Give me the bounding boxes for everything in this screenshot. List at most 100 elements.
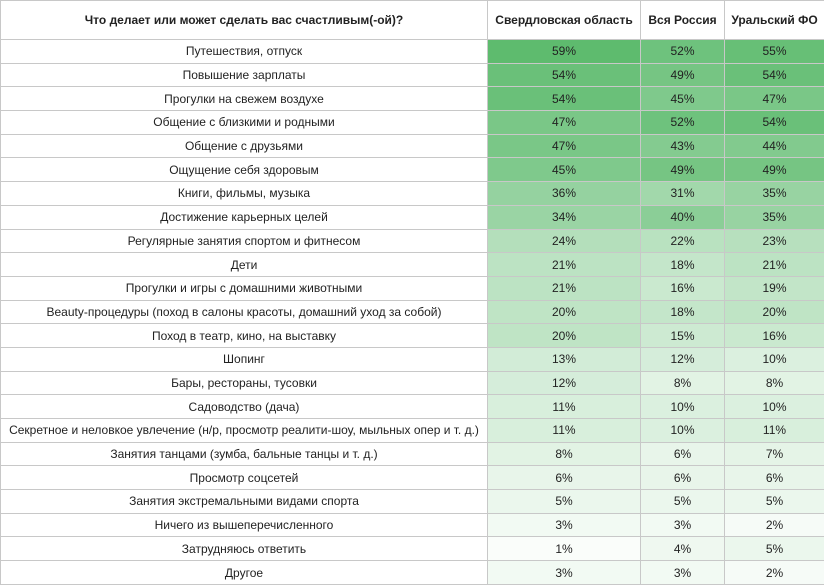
value-cell-sverdlovsk: 34%	[487, 204, 641, 230]
row-label: Дети	[0, 252, 488, 277]
value-cell-ural: 35%	[724, 181, 824, 206]
row-label: Путешествия, отпуск	[0, 39, 488, 64]
row-label: Регулярные занятия спортом и фитнесом	[0, 228, 488, 254]
value-cell-sverdlovsk: 59%	[487, 39, 641, 64]
table-row: Beauty-процедуры (поход в салоны красоты…	[0, 299, 824, 325]
row-label: Затрудняюсь ответить	[0, 536, 488, 562]
table-row: Прогулки на свежем воздухе 54% 45% 47%	[0, 86, 824, 112]
table-body: Путешествия, отпуск 59% 52% 55% Повышение за…	[0, 39, 824, 585]
value-cell-ural: 54%	[724, 62, 824, 88]
value-cell-sverdlovsk: 36%	[487, 181, 641, 206]
value-cell-sverdlovsk: 3%	[487, 512, 641, 538]
table-row: Просмотр соцсетей 6% 6% 6%	[0, 465, 824, 491]
value-cell-russia: 22%	[640, 228, 725, 254]
value-cell-russia: 18%	[640, 252, 725, 277]
table-row: Секретное и неловкое увлечение (н/р, про…	[0, 418, 824, 443]
value-cell-sverdlovsk: 11%	[487, 418, 641, 443]
row-label: Садоводство (дача)	[0, 394, 488, 419]
value-cell-russia: 15%	[640, 323, 725, 348]
row-label: Бары, рестораны, тусовки	[0, 370, 488, 396]
column-header-ural: Уральский ФО	[724, 0, 824, 40]
table-row: Затрудняюсь ответить 1% 4% 5%	[0, 536, 824, 562]
value-cell-ural: 10%	[724, 394, 824, 419]
value-cell-ural: 54%	[724, 110, 824, 135]
value-cell-sverdlovsk: 3%	[487, 560, 641, 585]
table-row: Регулярные занятия спортом и фитнесом 24%…	[0, 228, 824, 254]
row-label: Ощущение себя здоровым	[0, 157, 488, 183]
value-cell-ural: 7%	[724, 441, 824, 467]
value-cell-sverdlovsk: 45%	[487, 157, 641, 183]
value-cell-ural: 49%	[724, 157, 824, 183]
table-row: Бары, рестораны, тусовки 12% 8% 8%	[0, 370, 824, 396]
value-cell-russia: 52%	[640, 110, 725, 135]
column-header-russia: Вся Россия	[640, 0, 725, 40]
row-label: Занятия экстремальными видами спорта	[0, 489, 488, 514]
value-cell-ural: 35%	[724, 204, 824, 230]
value-cell-ural: 21%	[724, 252, 824, 277]
table-row: Занятия экстремальными видами спорта 5% 5%…	[0, 489, 824, 514]
value-cell-russia: 6%	[640, 465, 725, 491]
row-label: Ничего из вышеперечисленного	[0, 512, 488, 538]
table-row: Другое 3% 3% 2%	[0, 560, 824, 585]
value-cell-russia: 52%	[640, 39, 725, 64]
table-row: Путешествия, отпуск 59% 52% 55%	[0, 39, 824, 64]
value-cell-russia: 10%	[640, 418, 725, 443]
value-cell-sverdlovsk: 21%	[487, 275, 641, 301]
table-row: Достижение карьерных целей 34% 40% 35%	[0, 204, 824, 230]
value-cell-ural: 23%	[724, 228, 824, 254]
table-row: Поход в театр, кино, на выставку 20% 15% 16…	[0, 323, 824, 348]
table-row: Шопинг 13% 12% 10%	[0, 346, 824, 372]
value-cell-russia: 49%	[640, 62, 725, 88]
value-cell-russia: 10%	[640, 394, 725, 419]
value-cell-sverdlovsk: 5%	[487, 489, 641, 514]
table-row: Ничего из вышеперечисленного 3% 3% 2%	[0, 512, 824, 538]
value-cell-russia: 18%	[640, 299, 725, 325]
row-label: Секретное и неловкое увлечение (н/р, про…	[0, 418, 488, 443]
value-cell-russia: 31%	[640, 181, 725, 206]
row-label: Общение с близкими и родными	[0, 110, 488, 135]
table-row: Садоводство (дача) 11% 10% 10%	[0, 394, 824, 419]
value-cell-russia: 4%	[640, 536, 725, 562]
value-cell-ural: 2%	[724, 560, 824, 585]
row-label: Beauty-процедуры (поход в салоны красоты…	[0, 299, 488, 325]
row-label: Прогулки на свежем воздухе	[0, 86, 488, 112]
value-cell-sverdlovsk: 21%	[487, 252, 641, 277]
value-cell-ural: 8%	[724, 370, 824, 396]
value-cell-russia: 8%	[640, 370, 725, 396]
value-cell-ural: 47%	[724, 86, 824, 112]
value-cell-russia: 5%	[640, 489, 725, 514]
table-row: Дети 21% 18% 21%	[0, 252, 824, 277]
header-row: Что делает или может сделать вас счастли…	[0, 0, 824, 40]
value-cell-russia: 43%	[640, 133, 725, 159]
row-label: Повышение зарплаты	[0, 62, 488, 88]
value-cell-sverdlovsk: 47%	[487, 133, 641, 159]
value-cell-russia: 3%	[640, 512, 725, 538]
value-cell-ural: 10%	[724, 346, 824, 372]
value-cell-russia: 49%	[640, 157, 725, 183]
row-label: Другое	[0, 560, 488, 585]
row-label: Поход в театр, кино, на выставку	[0, 323, 488, 348]
table-row: Книги, фильмы, музыка 36% 31% 35%	[0, 181, 824, 206]
value-cell-sverdlovsk: 13%	[487, 346, 641, 372]
value-cell-ural: 6%	[724, 465, 824, 491]
value-cell-ural: 16%	[724, 323, 824, 348]
column-header-question: Что делает или может сделать вас счастли…	[0, 0, 488, 40]
table-row: Общение с близкими и родными 47% 52% 54%	[0, 110, 824, 135]
value-cell-sverdlovsk: 54%	[487, 62, 641, 88]
value-cell-ural: 5%	[724, 489, 824, 514]
table-row: Прогулки и игры с домашними животными 21%…	[0, 275, 824, 301]
table-row: Повышение зарплаты 54% 49% 54%	[0, 62, 824, 88]
row-label: Шопинг	[0, 346, 488, 372]
value-cell-sverdlovsk: 24%	[487, 228, 641, 254]
value-cell-sverdlovsk: 20%	[487, 299, 641, 325]
value-cell-sverdlovsk: 20%	[487, 323, 641, 348]
value-cell-ural: 44%	[724, 133, 824, 159]
value-cell-russia: 40%	[640, 204, 725, 230]
value-cell-ural: 5%	[724, 536, 824, 562]
row-label: Просмотр соцсетей	[0, 465, 488, 491]
value-cell-russia: 45%	[640, 86, 725, 112]
value-cell-ural: 11%	[724, 418, 824, 443]
value-cell-sverdlovsk: 54%	[487, 86, 641, 112]
column-header-sverdlovsk: Свердловская область	[487, 0, 641, 40]
value-cell-ural: 20%	[724, 299, 824, 325]
